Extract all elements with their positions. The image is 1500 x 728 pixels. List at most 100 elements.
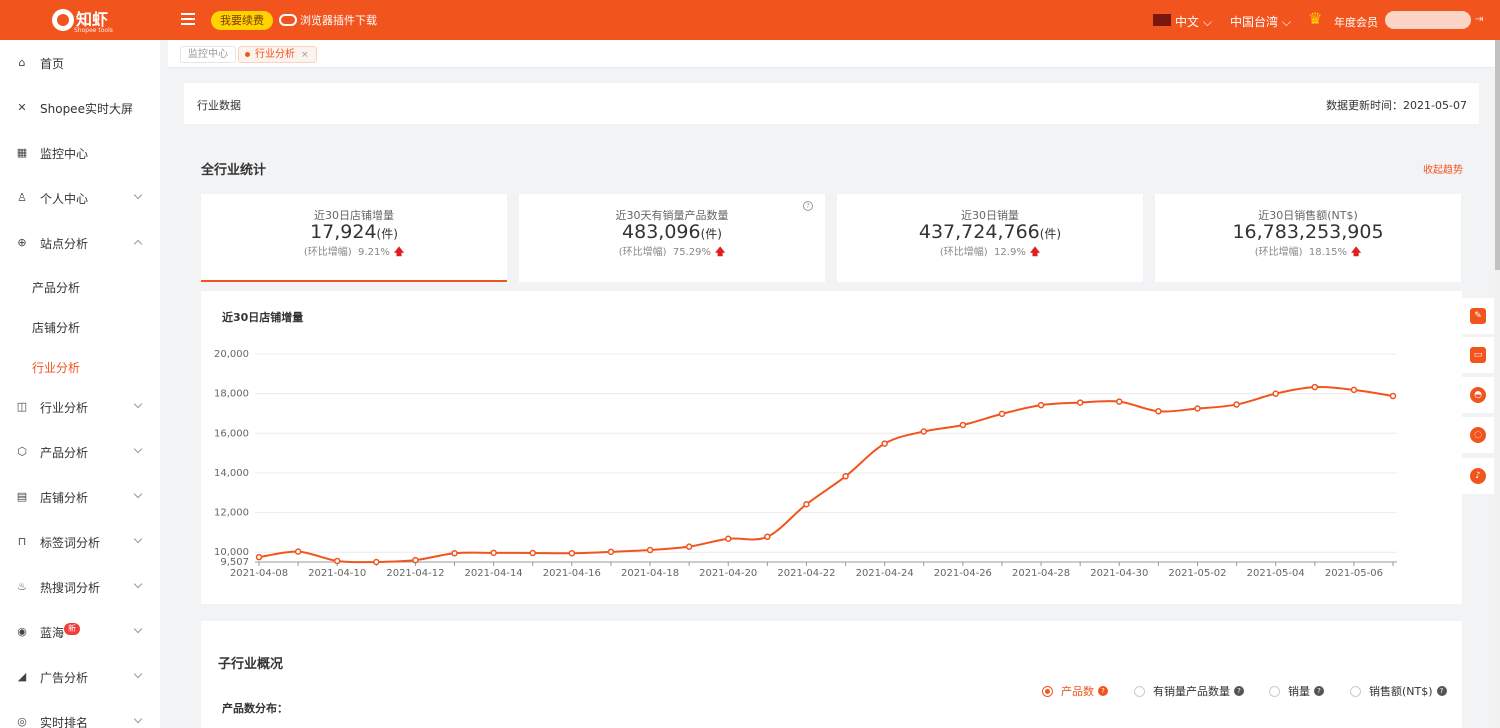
data-point[interactable] — [373, 558, 380, 566]
sidebar-item-label: 产品分析 — [40, 445, 89, 460]
data-point[interactable] — [490, 549, 497, 557]
data-point[interactable] — [1272, 390, 1279, 397]
stat-growth: (环比增幅) 12.9% 🡅 — [939, 247, 1041, 258]
x-tick-label: 2021-04-24 — [856, 568, 914, 579]
data-point[interactable] — [1076, 399, 1084, 406]
data-point[interactable] — [1155, 408, 1162, 415]
stat-card-sales-volume[interactable]: 近30日销量 437,724,766(件) (环比增幅) 12.9% 🡅 — [837, 194, 1143, 282]
sidebar-item-realtime-screen[interactable]: ✕ Shopee实时大屏 — [0, 86, 160, 130]
data-point[interactable] — [685, 543, 693, 550]
data-point[interactable] — [412, 556, 419, 564]
stat-card-sales-amount[interactable]: 近30日销售额(NT$) 16,783,253,905 (环比增幅) 18.15… — [1155, 194, 1461, 282]
data-point[interactable] — [998, 410, 1006, 418]
data-point[interactable] — [842, 473, 849, 480]
chevron-down-icon — [133, 190, 143, 200]
chevron-down-icon — [133, 444, 143, 454]
help-icon[interactable]: ? — [1098, 686, 1108, 696]
data-point[interactable] — [451, 549, 458, 557]
radio-button[interactable] — [1042, 685, 1053, 697]
help-icon[interactable]: ? — [1436, 686, 1447, 696]
renew-button[interactable]: 我要续费 — [211, 11, 273, 30]
data-point[interactable] — [1194, 405, 1201, 412]
radio-button[interactable] — [1350, 685, 1361, 697]
radio-button[interactable] — [1269, 685, 1280, 697]
logout-icon[interactable]: ⇥ — [1475, 14, 1484, 25]
plugin-download-link[interactable]: 浏览器插件下载 — [279, 12, 377, 28]
page-scrollbar[interactable] — [1495, 40, 1500, 728]
collapse-trend-link[interactable]: 收起趋势 — [1423, 165, 1463, 176]
x-tick-label: 2021-04-14 — [465, 568, 523, 579]
data-point[interactable] — [1037, 401, 1045, 409]
float-tool-edit[interactable]: ✎ — [1462, 298, 1494, 334]
data-point[interactable] — [1389, 392, 1397, 400]
sidebar-item-personal[interactable]: ♙ 个人中心 — [0, 176, 160, 220]
help-icon[interactable]: ? — [1234, 686, 1244, 696]
data-point[interactable] — [333, 557, 341, 565]
sidebar-item-site-analysis[interactable]: ⊕ 站点分析 — [0, 221, 160, 265]
sidebar-item-product-analysis[interactable]: ⬡ 产品分析 — [0, 430, 160, 474]
option-sales-amount[interactable]: 销售额(NT$)? — [1350, 683, 1447, 699]
data-point[interactable] — [294, 548, 302, 555]
sidebar-item-realtime-rank[interactable]: ◎ 实时排名 — [0, 700, 160, 728]
sidebar-item-ad-analysis[interactable]: ◢ 广告分析 — [0, 655, 160, 699]
trend-chart[interactable]: 20,000 18,000 16,000 14,000 12,000 10,0009,50… — [201, 291, 1462, 604]
stat-card-shop-increment[interactable]: 近30日店铺增量 17,924(件) (环比增幅) 9.21% 🡅 — [201, 194, 507, 282]
data-point[interactable] — [646, 546, 654, 554]
option-products-with-sales[interactable]: 有销量产品数量? — [1134, 683, 1244, 699]
sidebar-item-blue-ocean[interactable]: ◉ 蓝海 新 — [0, 610, 160, 654]
option-sales-volume[interactable]: 销量? — [1269, 683, 1324, 699]
stat-label: 近30天有销量产品数量 — [615, 209, 729, 222]
sidebar-item-home[interactable]: ⌂ 首页 — [0, 41, 160, 85]
y-tick-label: 12,000 — [214, 508, 249, 519]
sidebar-sub-industry-analysis[interactable]: 行业分析 — [32, 361, 81, 375]
logo[interactable]: 知虾 Shopee tools — [52, 5, 113, 35]
scrollbar-thumb[interactable] — [1495, 40, 1500, 270]
region-selector[interactable]: 中国台湾 ⌵ — [1230, 15, 1291, 29]
sidebar-item-hot-search[interactable]: ♨ 热搜词分析 — [0, 565, 160, 609]
data-point[interactable] — [803, 501, 810, 508]
up-arrow-icon: 🡅 — [1029, 247, 1041, 258]
stat-card-products-with-sales[interactable]: ? 近30天有销量产品数量 483,096(件) (环比增幅) 75.29% 🡅 — [519, 194, 825, 282]
float-tool-qq[interactable]: ◓ — [1462, 377, 1494, 413]
help-icon[interactable]: ? — [1314, 686, 1324, 696]
data-point[interactable] — [1311, 383, 1319, 391]
data-point[interactable] — [724, 535, 732, 542]
data-point[interactable] — [607, 548, 615, 556]
crown-icon: ♛ — [1308, 9, 1323, 28]
data-point[interactable] — [1116, 398, 1123, 405]
language-selector[interactable]: 中文 ⌵ — [1175, 15, 1212, 29]
chart-title: 近30日店铺增量 — [222, 311, 304, 324]
sidebar-sub-shop-analysis[interactable]: 店铺分析 — [32, 321, 81, 335]
data-point[interactable] — [529, 549, 536, 557]
update-time: 数据更新时间：2021-05-07 — [1326, 99, 1467, 112]
sidebar-item-tag-analysis[interactable]: ⊓ 标签词分析 — [0, 520, 160, 564]
close-icon[interactable]: × — [301, 50, 309, 60]
menu-toggle-icon[interactable] — [181, 13, 195, 25]
y-tick-label: 20,000 — [214, 349, 249, 360]
avatar[interactable] — [1385, 11, 1471, 29]
sidebar-item-industry-analysis[interactable]: ◫ 行业分析 — [0, 385, 160, 429]
float-tool-message[interactable]: ▭ — [1462, 337, 1494, 373]
sidebar-sub-product-analysis[interactable]: 产品分析 — [32, 281, 81, 295]
tab-monitor-center[interactable]: 监控中心 — [180, 46, 236, 63]
data-point[interactable] — [568, 549, 576, 557]
sidebar-item-shop-analysis[interactable]: ▤ 店铺分析 — [0, 475, 160, 519]
x-tick-label: 2021-04-16 — [543, 568, 601, 579]
data-point[interactable] — [1350, 386, 1358, 394]
data-point[interactable] — [1233, 401, 1240, 408]
data-point[interactable] — [764, 533, 771, 541]
rank-icon: ◎ — [17, 715, 27, 728]
data-point[interactable] — [255, 553, 263, 561]
float-tool-line[interactable]: ◌ — [1462, 417, 1494, 453]
data-point[interactable] — [959, 421, 967, 429]
radio-button[interactable] — [1134, 685, 1145, 697]
member-label[interactable]: 年度会员 — [1334, 16, 1378, 29]
sidebar-item-monitor[interactable]: ▦ 监控中心 — [0, 131, 160, 175]
option-product-count[interactable]: 产品数? — [1042, 683, 1108, 699]
new-badge: 新 — [64, 623, 80, 635]
tab-industry-analysis[interactable]: 行业分析 × — [238, 46, 317, 63]
help-icon[interactable]: ? — [803, 201, 813, 211]
data-point[interactable] — [881, 440, 888, 447]
data-point[interactable] — [920, 428, 928, 435]
float-tool-bell[interactable]: ♪ — [1462, 458, 1494, 494]
